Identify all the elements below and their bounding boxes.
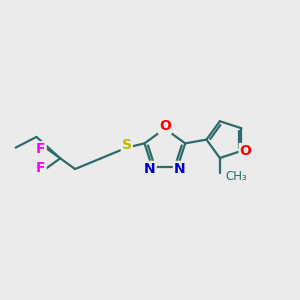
Text: F: F [36,160,46,175]
Text: F: F [36,142,46,156]
Text: O: O [159,119,171,133]
Text: CH₃: CH₃ [225,170,247,183]
Text: N: N [144,162,156,176]
Text: S: S [122,138,132,152]
Text: N: N [174,162,186,176]
Text: O: O [240,144,251,158]
